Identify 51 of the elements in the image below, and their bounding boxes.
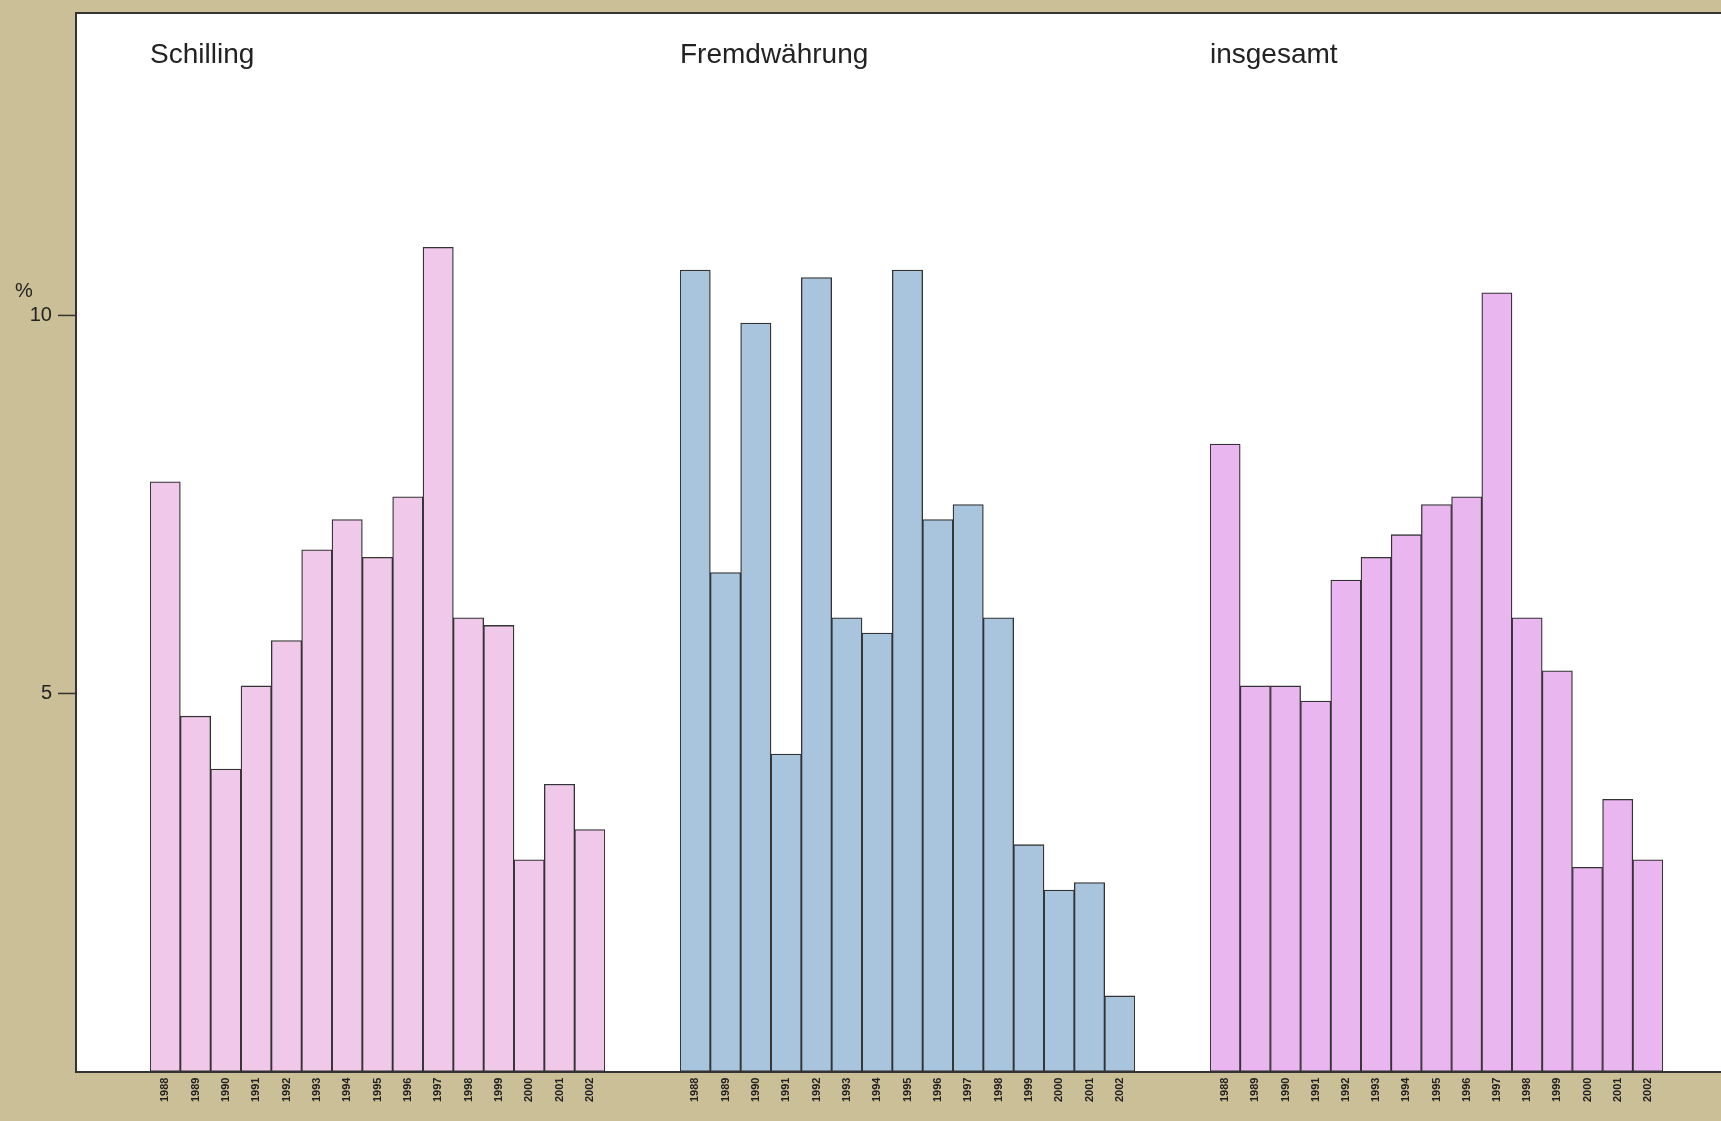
x-tick-label: 1999 bbox=[491, 1077, 504, 1103]
x-tick-label: 2002 bbox=[1112, 1077, 1125, 1103]
y-tick-label: 5 bbox=[40, 681, 52, 703]
x-tick-label: 1998 bbox=[461, 1077, 474, 1103]
x-tick-label: 1993 bbox=[1369, 1077, 1382, 1103]
x-tick-label: 1997 bbox=[431, 1077, 444, 1103]
x-tick-label: 1999 bbox=[1550, 1077, 1563, 1103]
text: insgesamt bbox=[1210, 37, 1338, 69]
x-tick-label: 2002 bbox=[582, 1077, 595, 1103]
x-tick-label: 1998 bbox=[991, 1077, 1004, 1103]
x-tick-label: 1995 bbox=[370, 1077, 383, 1103]
x-tick-label: 1989 bbox=[718, 1077, 731, 1103]
x-tick-label: 1988 bbox=[688, 1077, 701, 1103]
x-tick-label: 1991 bbox=[779, 1077, 792, 1103]
x-tick-label: 1992 bbox=[809, 1077, 822, 1103]
x-tick-label: 1995 bbox=[1429, 1077, 1442, 1103]
x-tick-label: 1996 bbox=[400, 1077, 413, 1103]
x-tick-label: 1994 bbox=[340, 1076, 353, 1103]
x-tick-label: 1994 bbox=[1399, 1076, 1412, 1103]
x-tick-label: 1995 bbox=[900, 1077, 913, 1103]
x-tick-label: 1991 bbox=[1308, 1077, 1321, 1103]
x-tick-label: 2000 bbox=[1580, 1077, 1593, 1103]
x-tick-label: 1991 bbox=[249, 1077, 262, 1103]
x-tick-label: 1989 bbox=[1248, 1077, 1261, 1103]
x-tick-label: 1997 bbox=[961, 1077, 974, 1103]
x-tick-label: 1992 bbox=[279, 1077, 292, 1103]
x-tick-label: 1989 bbox=[188, 1077, 201, 1103]
x-tick-label: 1999 bbox=[1021, 1077, 1034, 1103]
x-tick-label: 1997 bbox=[1489, 1077, 1502, 1103]
x-tick-label: 1993 bbox=[309, 1077, 322, 1103]
x-tick-label: 1988 bbox=[1218, 1077, 1231, 1103]
y-axis-title: % bbox=[15, 278, 34, 301]
text: Fremdwährung bbox=[680, 37, 869, 69]
x-tick-label: 1994 bbox=[870, 1076, 883, 1103]
x-tick-label: 2001 bbox=[552, 1077, 565, 1103]
x-tick-label: 2000 bbox=[1052, 1077, 1065, 1103]
x-tick-label: 1996 bbox=[1459, 1077, 1472, 1103]
text: Schilling bbox=[150, 37, 255, 69]
x-tick-label: 1990 bbox=[1278, 1077, 1291, 1103]
x-tick-label: 2002 bbox=[1640, 1077, 1653, 1103]
x-tick-label: 1988 bbox=[158, 1077, 171, 1103]
x-tick-label: 2001 bbox=[1610, 1077, 1623, 1103]
x-tick-label: 1996 bbox=[930, 1077, 943, 1103]
x-tick-label: 2001 bbox=[1082, 1077, 1095, 1103]
x-tick-label: 2000 bbox=[522, 1077, 535, 1103]
x-tick-label: 1990 bbox=[218, 1077, 231, 1103]
x-tick-label: 1998 bbox=[1520, 1077, 1533, 1103]
x-tick-label: 1990 bbox=[748, 1077, 761, 1103]
x-tick-label: 1992 bbox=[1338, 1077, 1351, 1103]
y-tick-label: 10 bbox=[29, 302, 52, 325]
x-tick-label: 1993 bbox=[839, 1077, 852, 1103]
